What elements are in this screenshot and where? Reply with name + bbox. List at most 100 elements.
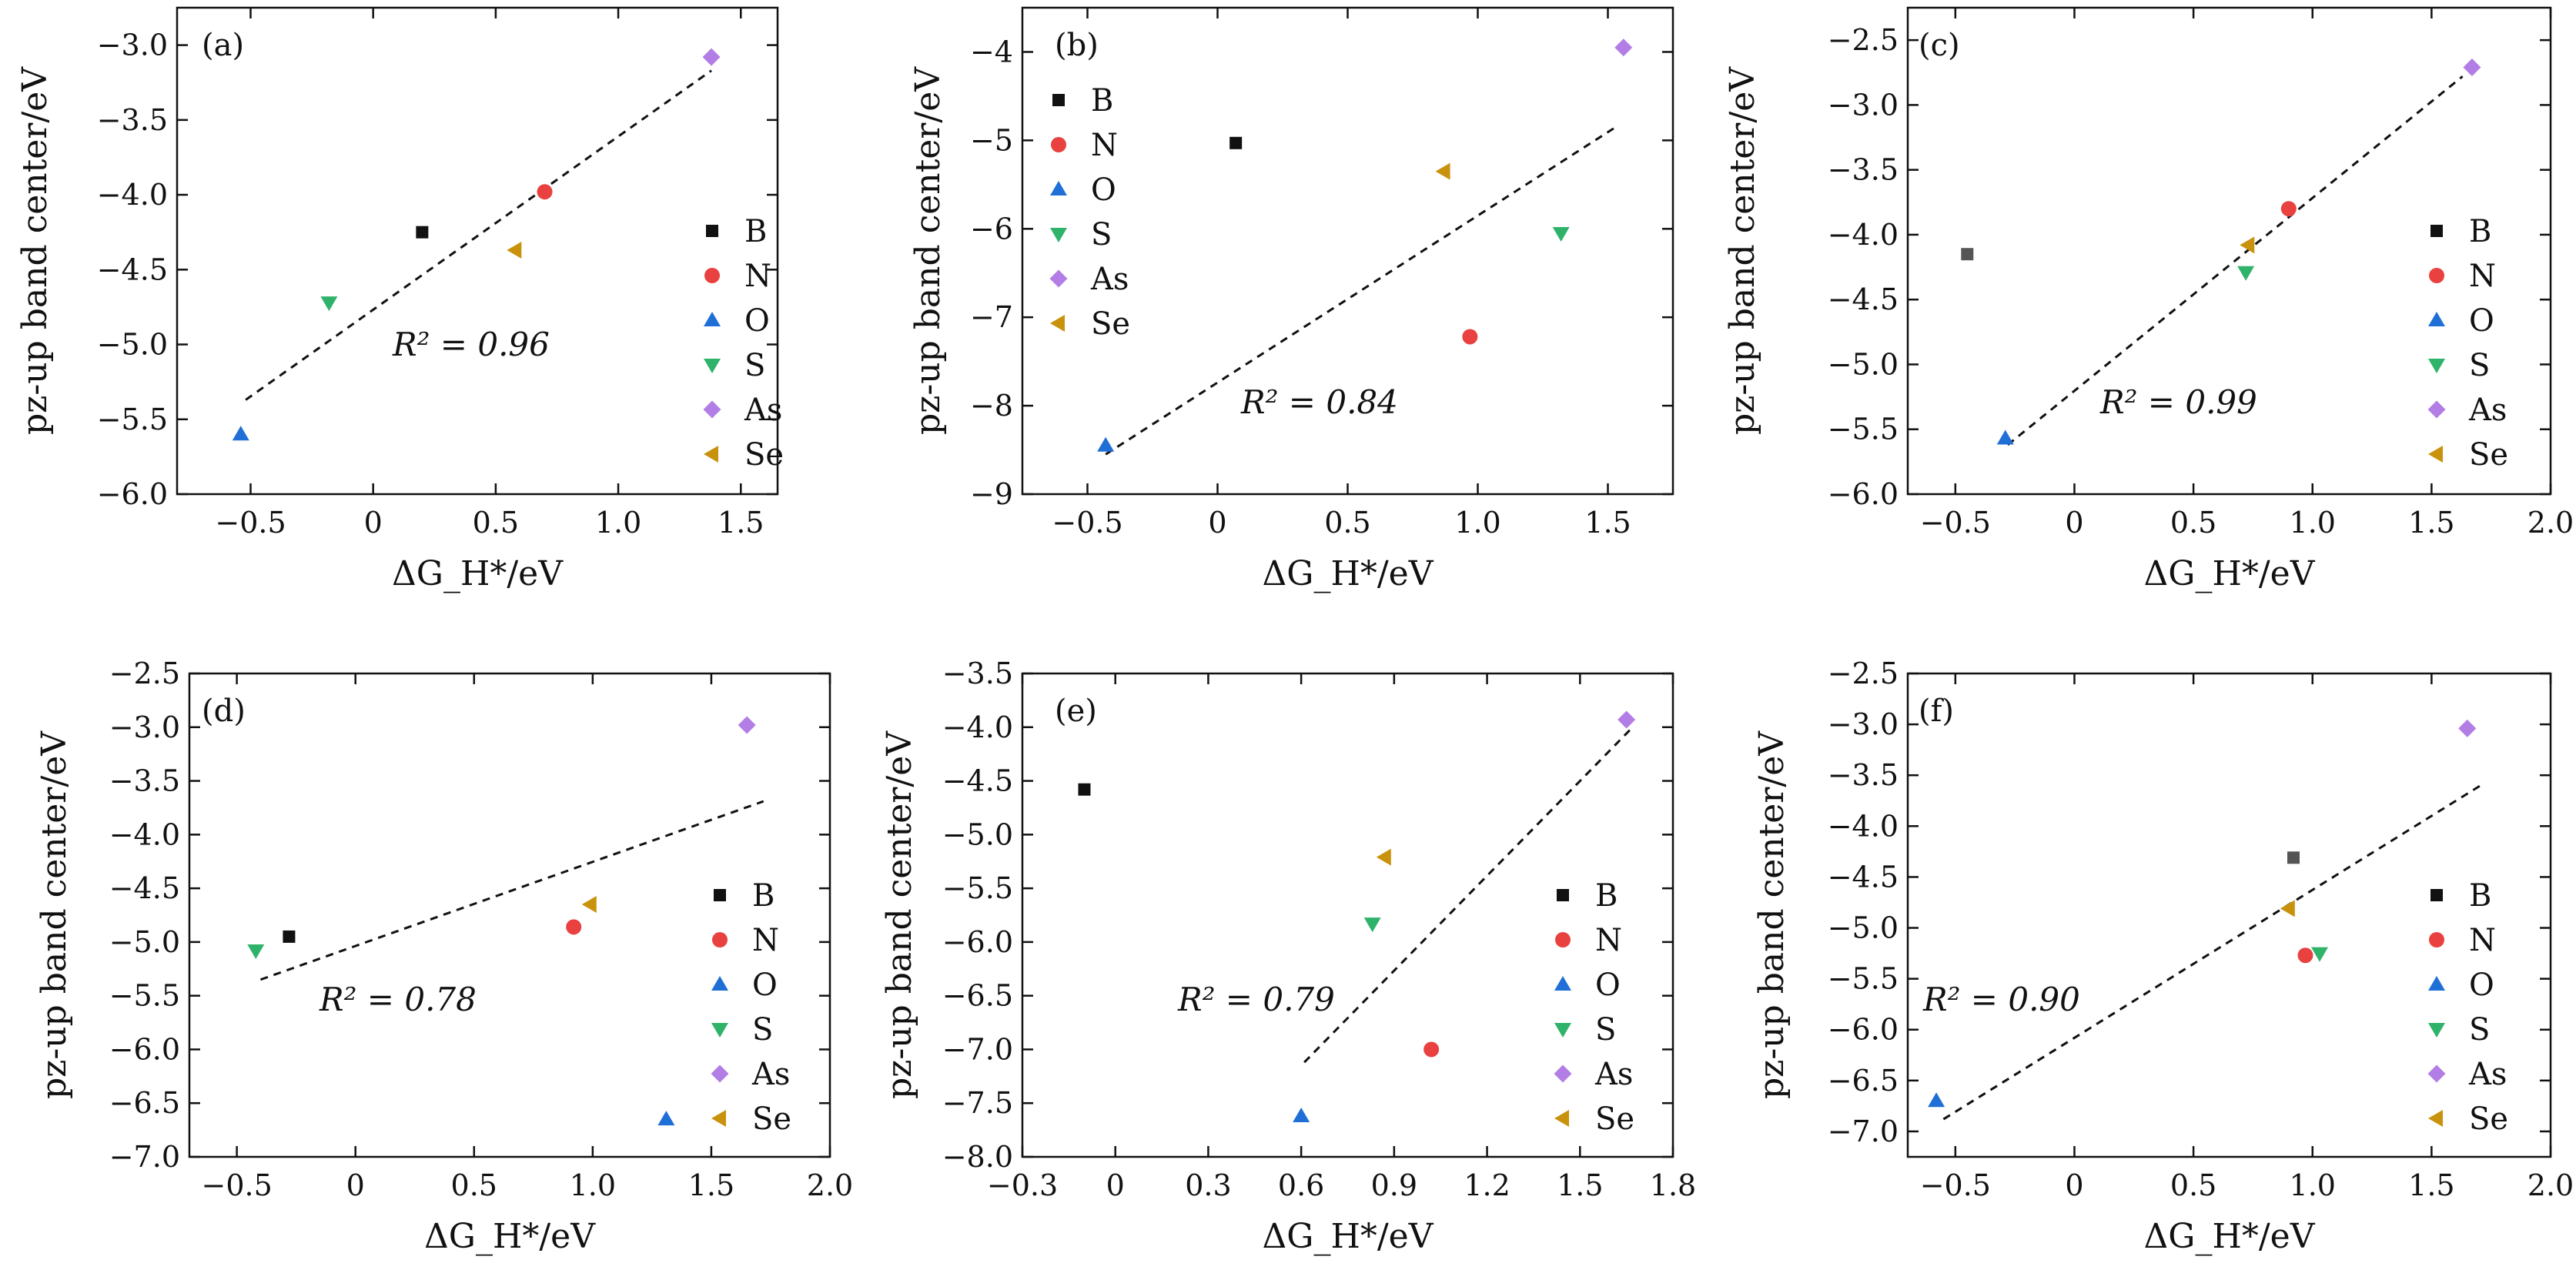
panel-b-legend-marker-se (1050, 315, 1065, 332)
panel-a-legend-label-o: O (744, 303, 770, 339)
panel-a-axes-frame (176, 6, 779, 496)
panel-f-ytick-label: −6.0 (1828, 1013, 1899, 1047)
panel-b-legend-label-se: Se (1091, 306, 1130, 342)
panel-a-point-as (702, 48, 721, 66)
panel-e-xtick-label: 0.3 (1185, 1168, 1231, 1202)
panel-e-legend-label-o: O (1595, 968, 1621, 1003)
panel-e-ytick-label: −6.5 (942, 979, 1013, 1013)
panel-a-ytick-label: −4.0 (97, 178, 168, 212)
panel-c-legend-marker-n (2429, 268, 2444, 283)
panel-f-legend-label-n: N (2469, 923, 2496, 958)
panel-e-legend-marker-o (1554, 976, 1571, 991)
panel-f-point-se (2280, 900, 2295, 917)
panel-b-legend-marker-b (1052, 94, 1065, 106)
panel-f-legend-marker-se (2428, 1110, 2443, 1127)
panel-b-point-s (1552, 227, 1570, 242)
panel-a-ytick-label: −3.5 (97, 103, 168, 137)
panel-e-point-o (1293, 1107, 1310, 1122)
panel-e-xtick-label: 1.5 (1557, 1168, 1603, 1202)
panel-d-xtick-label: 1.5 (688, 1168, 734, 1202)
panel-b-point-b (1229, 136, 1243, 149)
panel-f-point-as (2458, 719, 2477, 737)
panel-d-legend-label-s: S (752, 1012, 773, 1048)
panel-d-legend-marker-n (712, 932, 728, 947)
panel-b-xtick-label: 0.5 (1324, 506, 1370, 540)
panel-e-ytick-label: −4.5 (942, 764, 1013, 798)
panel-f-r2-label: R² = 0.90 (1922, 981, 2080, 1018)
panel-c-xtick-label: 0.5 (2170, 506, 2216, 540)
panel-d-legend-label-b: B (752, 878, 774, 914)
panel-a-legend-marker-b (706, 225, 718, 237)
panel-d-legend-marker-b (714, 889, 726, 901)
panel-c-point-b (1961, 248, 1974, 261)
panel-e-chart: −0.3 0 0.3 0.6 0.9 1.2 1.5 1.8 −8.0 −7.5 −7.0 −6.5 −… (880, 657, 1696, 1256)
panel-c-legend-label-n: N (2469, 259, 2496, 294)
panel-e-legend-marker-s (1554, 1023, 1571, 1038)
panel-a-xtick-label: 1.0 (595, 506, 641, 540)
panel-d-point-o (657, 1111, 675, 1126)
panel-b-r2-label: R² = 0.84 (1240, 383, 1398, 421)
panel-d-y-axis-label: pz-up band center/eV (35, 730, 74, 1099)
panel-d-chart: −0.5 0 0.5 1.0 1.5 2.0 −7.0 −6.5 −6.0 −5.5 −5.0 −4.… (35, 657, 853, 1256)
panel-c-ytick-label: −4.5 (1828, 282, 1899, 316)
panel-f-legend-marker-n (2429, 932, 2444, 947)
panel-d-point-b (283, 930, 296, 943)
panel-f-legend-label-b: B (2469, 878, 2491, 914)
panel-d-legend-label-o: O (752, 968, 778, 1003)
panel-d-label: (d) (202, 693, 246, 729)
panel-c-axes-frame (1906, 6, 2552, 496)
panel-a-r2-label: R² = 0.96 (392, 326, 550, 363)
panel-b-x-axis-label: ΔG_H*/eV (1263, 554, 1434, 593)
panel-d-ytick-label: −4.0 (109, 817, 180, 851)
panel-f-point-n (2297, 947, 2313, 964)
panel-c-point-s (2237, 266, 2255, 281)
panel-f-point-s (2311, 947, 2329, 962)
panel-d-ytick-label: −3.0 (109, 710, 180, 744)
panel-a-ytick-label: −4.5 (97, 252, 168, 286)
panel-e-y-axis-label: pz-up band center/eV (880, 730, 919, 1099)
panel-a-point-n (537, 184, 553, 200)
panel-a-y-axis-label: pz-up band center/eV (15, 66, 55, 435)
panel-f-xtick-label: 0.5 (2170, 1168, 2216, 1202)
panel-e-r2-label: R² = 0.79 (1177, 981, 1335, 1018)
panel-d-point-as (738, 716, 756, 734)
panel-a-legend-marker-se (704, 446, 718, 463)
panel-a-xtick-label: −0.5 (215, 506, 286, 540)
panel-f-ytick-label: −5.5 (1828, 962, 1899, 996)
panel-f-y-axis-label: pz-up band center/eV (1752, 730, 1791, 1099)
panel-c-ytick-label: −5.0 (1828, 347, 1899, 381)
panel-a-xtick-label: 1.5 (718, 506, 764, 540)
panel-e-legend-marker-as (1554, 1064, 1572, 1083)
panel-e-ytick-label: −5.0 (942, 817, 1013, 851)
panel-e-ytick-label: −3.5 (942, 657, 1013, 690)
panel-c-legend-marker-as (2427, 400, 2446, 419)
panel-f-ytick-label: −4.0 (1828, 809, 1899, 843)
panel-b-xtick-label: 0 (1208, 506, 1226, 540)
panel-d-axes-frame (188, 672, 831, 1158)
panel-c-legend-label-se: Se (2469, 437, 2508, 473)
panel-b-ytick-label: −9 (970, 477, 1013, 511)
panel-c-chart: −0.5 0 0.5 1.0 1.5 2.0 −6.0 −5.5 −5.0 −4.5 −4.0 −3.… (1723, 6, 2574, 593)
panel-d-fit-line (259, 800, 764, 981)
panel-e-legend-label-b: B (1595, 878, 1618, 914)
panel-d-xtick-label: −0.5 (201, 1168, 272, 1202)
panel-a-ytick-label: −5.5 (97, 403, 168, 436)
panel-d-ytick-label: −3.5 (109, 764, 180, 798)
panel-e-ytick-label: −7.5 (942, 1086, 1013, 1120)
panel-a-legend-label-s: S (744, 348, 765, 383)
panel-e-ytick-label: −4.0 (942, 710, 1013, 744)
panel-b-fit-line (1105, 125, 1617, 456)
panel-a-legend-label-se: Se (744, 437, 784, 473)
panel-e-point-b (1078, 783, 1091, 796)
panel-d-xtick-label: 1.0 (570, 1168, 616, 1202)
panel-b-legend-marker-as (1049, 269, 1068, 288)
panel-a-point-b (416, 226, 429, 239)
panel-e-legend-label-n: N (1595, 923, 1622, 958)
